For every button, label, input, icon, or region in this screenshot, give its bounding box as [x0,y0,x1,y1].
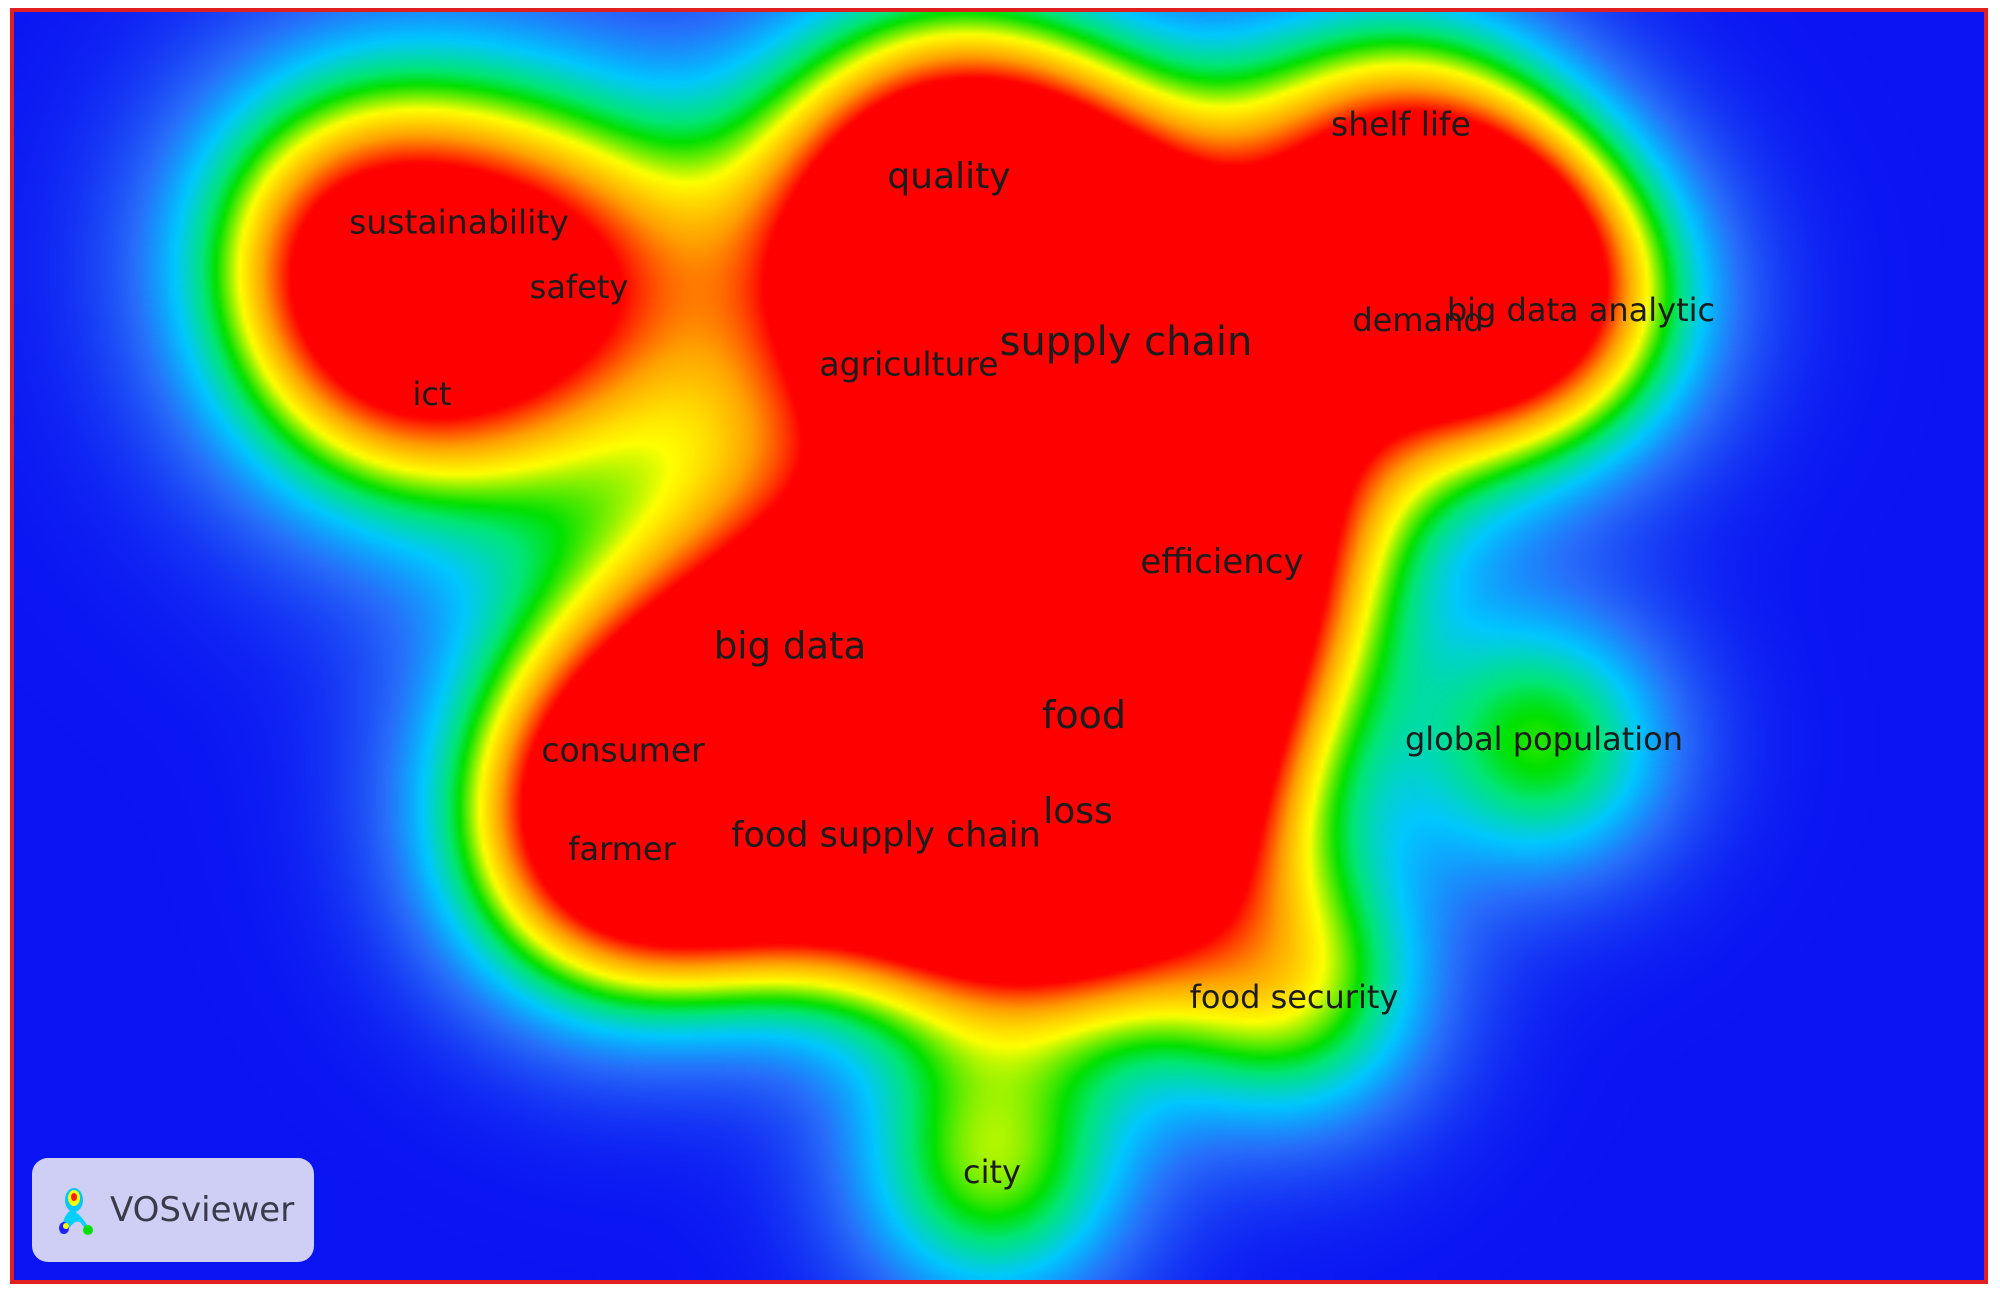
term-label[interactable]: loss [1043,791,1113,832]
term-label[interactable]: big data analytic [1446,291,1716,329]
term-label[interactable]: big data [713,624,867,668]
term-label[interactable]: ict [412,375,452,413]
term-label[interactable]: efficiency [1140,542,1304,582]
term-label[interactable]: agriculture [819,344,999,384]
term-label[interactable]: food [1042,693,1126,737]
vosviewer-logo-icon [59,1188,93,1235]
term-label[interactable]: demand [1352,301,1484,339]
term-label[interactable]: quality [887,156,1011,197]
term-label[interactable]: consumer [541,730,705,770]
term-label[interactable]: shelf life [1331,104,1471,144]
term-label[interactable]: safety [529,268,629,306]
term-label[interactable]: city [963,1153,1021,1191]
density-map-frame: sustainability safety ict quality agricultur… [10,8,1988,1284]
term-label[interactable]: supply chain [999,319,1253,365]
app-name: VOSviewer [110,1190,295,1230]
density-map[interactable] [14,12,1984,1280]
term-label[interactable]: global population [1404,720,1684,758]
term-label[interactable]: food security [1189,978,1399,1016]
term-label[interactable]: sustainability [349,202,569,242]
term-label[interactable]: food supply chain [731,815,1041,856]
term-label[interactable]: farmer [568,830,676,868]
vosviewer-logo: VOSviewer [32,1158,314,1262]
